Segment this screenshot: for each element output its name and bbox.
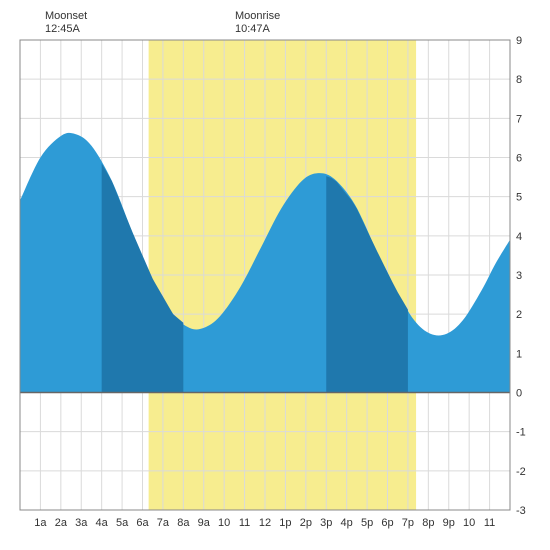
y-tick-label: 2	[516, 309, 522, 321]
x-tick-label: 7a	[157, 517, 170, 529]
moonrise-label: Moonrise10:47A	[235, 10, 280, 36]
x-tick-label: 4p	[341, 517, 353, 529]
x-tick-label: 11	[484, 517, 495, 529]
x-tick-label: 5p	[361, 517, 373, 529]
x-tick-label: 5a	[116, 517, 129, 529]
y-tick-label: 4	[516, 231, 522, 243]
moonset-label: Moonset12:45A	[45, 10, 87, 36]
y-tick-label: -3	[516, 505, 526, 517]
x-tick-label: 9a	[198, 517, 211, 529]
y-tick-label: -2	[516, 466, 526, 478]
x-tick-label: 10	[218, 517, 230, 529]
y-tick-label: 0	[516, 388, 522, 400]
moonset-label-title: Moonset	[45, 10, 87, 22]
x-tick-label: 10	[463, 517, 475, 529]
x-tick-label: 2p	[300, 517, 312, 529]
x-tick-label: 11	[239, 517, 250, 529]
y-tick-label: 1	[516, 348, 522, 360]
x-tick-label: 6p	[381, 517, 393, 529]
tide-chart: -3-2-101234567891a2a3a4a5a6a7a8a9a101112…	[10, 10, 540, 540]
x-tick-label: 7p	[402, 517, 414, 529]
moonset-label-time: 12:45A	[45, 23, 80, 35]
x-tick-label: 8p	[422, 517, 434, 529]
y-tick-label: 5	[516, 192, 522, 204]
moonrise-label-time: 10:47A	[235, 23, 270, 35]
y-tick-label: 3	[516, 270, 522, 282]
x-tick-label: 3p	[320, 517, 332, 529]
y-tick-label: 7	[516, 113, 522, 125]
x-tick-label: 2a	[55, 517, 68, 529]
x-tick-label: 1p	[279, 517, 291, 529]
x-tick-label: 9p	[443, 517, 455, 529]
x-tick-label: 4a	[96, 517, 109, 529]
y-tick-label: 6	[516, 153, 522, 165]
x-tick-label: 6a	[136, 517, 149, 529]
y-tick-label: -1	[516, 427, 526, 439]
x-tick-label: 3a	[75, 517, 88, 529]
y-tick-label: 8	[516, 74, 522, 86]
x-tick-label: 12	[259, 517, 271, 529]
x-tick-label: 1a	[34, 517, 47, 529]
moonrise-label-title: Moonrise	[235, 10, 280, 22]
x-tick-label: 8a	[177, 517, 190, 529]
y-tick-label: 9	[516, 35, 522, 47]
